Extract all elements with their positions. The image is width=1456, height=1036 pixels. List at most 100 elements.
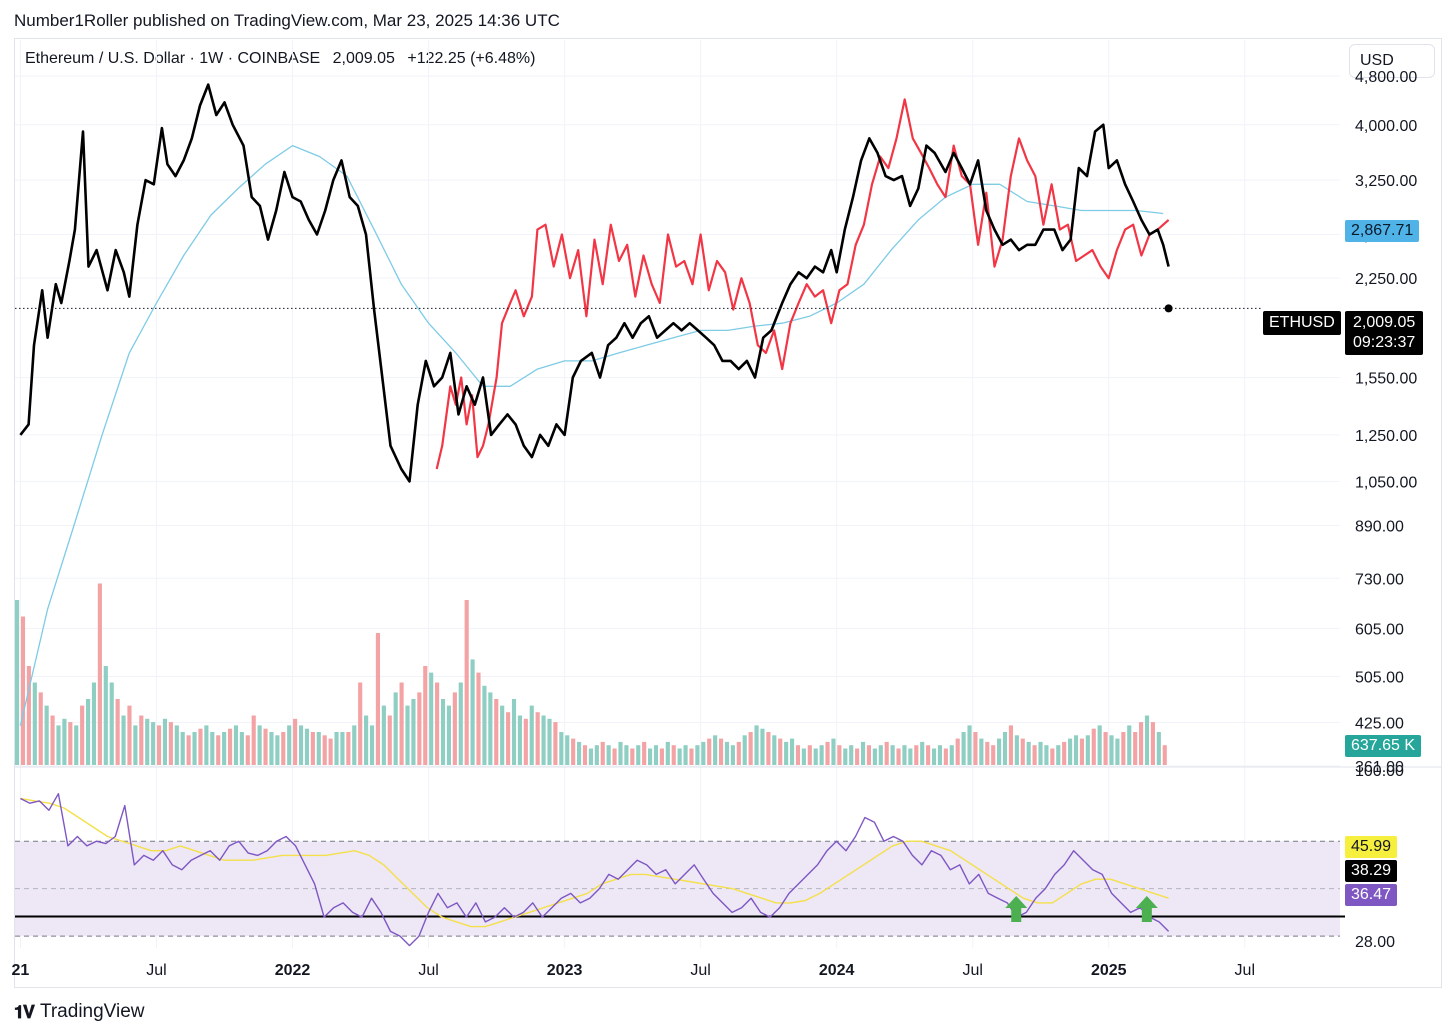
volume-bar xyxy=(766,732,771,765)
y-tick-label: 4,800.00 xyxy=(1355,69,1417,86)
volume-bar xyxy=(1085,735,1090,765)
volume-bar xyxy=(991,745,996,765)
volume-bar xyxy=(718,738,724,765)
footer-brand: 𝟏𝐕 TradingView xyxy=(14,1001,145,1023)
y-tick-label: 605.00 xyxy=(1355,621,1404,638)
volume-bar xyxy=(1014,735,1019,765)
x-tick-label: Jul xyxy=(1235,962,1255,979)
volume-bar xyxy=(855,748,860,765)
volume-bar xyxy=(553,722,558,765)
volume-bar xyxy=(162,718,168,765)
volume-badge: 637.65 K xyxy=(1345,735,1422,757)
volume-bar xyxy=(748,732,753,765)
volume-bar xyxy=(91,682,97,765)
volume-bar xyxy=(541,715,546,765)
volume-bar xyxy=(1020,738,1025,765)
y-tick-label: 1,550.00 xyxy=(1355,371,1417,388)
volume-bar xyxy=(304,728,310,765)
volume-bar xyxy=(198,728,203,765)
volume-bar xyxy=(322,735,327,765)
symbol-name[interactable]: Ethereum / U.S. Dollar · 1W · COINBASE xyxy=(25,50,321,67)
volume-bar xyxy=(411,699,416,765)
rsi-line xyxy=(20,793,1170,947)
currency-button[interactable]: USD xyxy=(1349,44,1435,78)
volume-bar xyxy=(476,672,481,765)
volume-bar xyxy=(405,705,410,765)
volume-bar xyxy=(985,741,990,765)
volume-bar xyxy=(168,722,173,765)
volume-bar xyxy=(80,705,85,765)
volume-bar xyxy=(565,735,570,765)
volume-bar xyxy=(310,732,315,765)
volume-bar xyxy=(559,732,564,765)
volume-bar xyxy=(133,725,138,765)
volume-bar xyxy=(955,738,960,765)
volume-bar xyxy=(1038,741,1043,765)
volume-bar xyxy=(926,745,931,765)
volume-bar xyxy=(1150,722,1155,765)
volume-bar xyxy=(979,738,984,765)
volume-bar xyxy=(186,735,191,765)
volume-bar xyxy=(109,682,114,765)
volume-bar xyxy=(523,718,528,765)
volume-bar xyxy=(399,682,404,765)
ma-value-badge: 2,867.71 xyxy=(1345,220,1420,242)
volume-bar xyxy=(358,682,363,765)
moving-average-line xyxy=(19,144,1164,726)
volume-bar xyxy=(594,745,599,765)
volume-bar xyxy=(908,748,913,765)
price-line xyxy=(19,83,1170,483)
y-tick-label: 890.00 xyxy=(1355,518,1404,535)
volume-bar xyxy=(1044,745,1049,765)
volume-bar xyxy=(843,748,848,765)
y-tick-label: 1,250.00 xyxy=(1355,428,1417,445)
symbol-price: 2,009.05 xyxy=(332,50,395,67)
x-tick-label: Jul xyxy=(418,962,438,979)
volume-bar xyxy=(38,692,43,765)
volume-bar xyxy=(222,732,227,765)
volume-bar xyxy=(458,682,463,765)
volume-bar xyxy=(180,732,185,765)
y-tick-label: 4,000.00 xyxy=(1355,118,1417,135)
volume-bar xyxy=(151,722,156,765)
x-tick-label: 21 xyxy=(12,962,30,979)
volume-bar xyxy=(452,692,457,765)
volume-bar xyxy=(695,745,700,765)
volume-bar xyxy=(74,725,79,765)
volume-bar xyxy=(582,745,588,765)
volume-bar xyxy=(997,738,1002,765)
volume-bar xyxy=(423,666,428,765)
volume-bar xyxy=(795,745,801,765)
volume-bar xyxy=(1109,735,1114,765)
volume-bar xyxy=(837,745,842,765)
volume-bar xyxy=(914,745,919,765)
up-arrow-icon xyxy=(1005,896,1028,922)
volume-bar xyxy=(931,748,937,765)
volume-bar xyxy=(943,748,948,765)
volume-bar xyxy=(849,745,854,765)
volume-bar xyxy=(577,741,582,765)
volume-bar xyxy=(825,741,830,765)
volume-bar xyxy=(872,748,877,765)
volume-bar xyxy=(334,732,339,765)
volume-bar xyxy=(127,705,132,765)
volume-bar xyxy=(227,728,233,765)
x-tick-label: Jul xyxy=(690,962,710,979)
volume-bar xyxy=(233,725,239,765)
volume-bar xyxy=(387,715,392,765)
volume-bar xyxy=(683,745,688,765)
volume-bar xyxy=(1156,732,1161,765)
volume-bar xyxy=(32,682,37,765)
volume-bar xyxy=(612,748,617,765)
volume-bar xyxy=(316,732,321,765)
volume-bar xyxy=(192,732,197,765)
volume-bar xyxy=(245,735,250,765)
volume-bar xyxy=(44,705,49,765)
rsi-tick-label: 28.00 xyxy=(1355,934,1395,951)
x-tick-label: 2025 xyxy=(1091,962,1127,979)
y-tick-label: 730.00 xyxy=(1355,571,1404,588)
volume-bar xyxy=(251,715,256,765)
volume-bar xyxy=(973,732,978,765)
volume-bar xyxy=(701,741,706,765)
